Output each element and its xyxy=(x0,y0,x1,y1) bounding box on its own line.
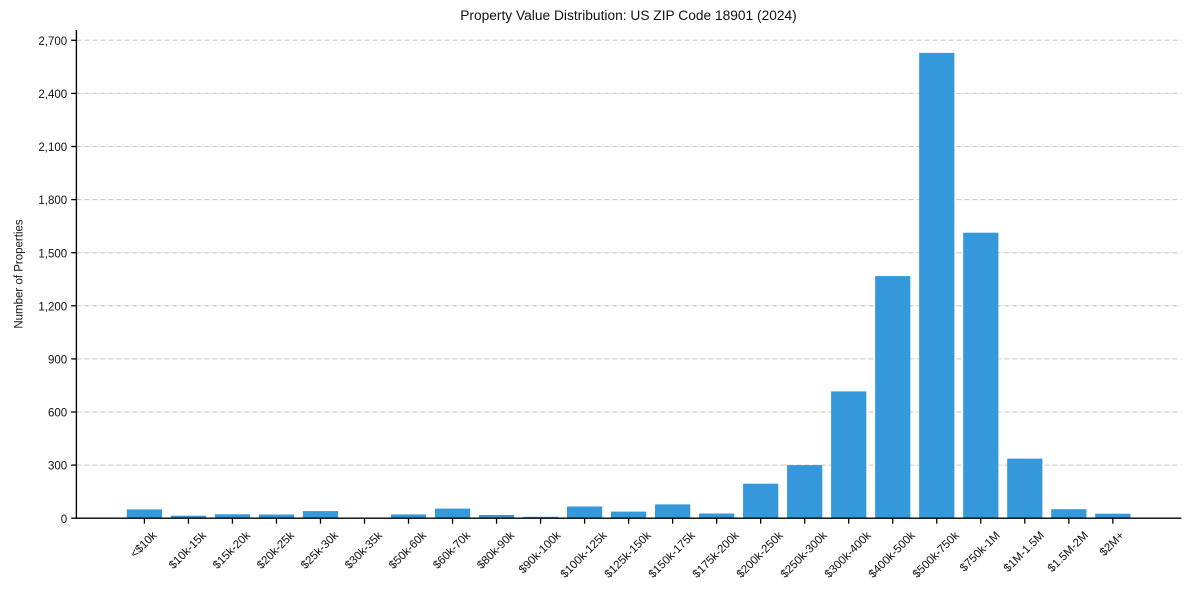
svg-text:1,800: 1,800 xyxy=(38,195,67,207)
svg-text:900: 900 xyxy=(48,355,67,367)
svg-text:1,200: 1,200 xyxy=(38,301,67,313)
svg-text:2,400: 2,400 xyxy=(38,89,67,101)
svg-text:Property Value Distribution: U: Property Value Distribution: US ZIP Code… xyxy=(460,8,797,23)
svg-text:2,100: 2,100 xyxy=(38,142,67,154)
svg-text:2,700: 2,700 xyxy=(38,36,67,48)
svg-text:600: 600 xyxy=(48,408,67,420)
svg-text:300: 300 xyxy=(48,461,67,473)
svg-text:Number of Properties: Number of Properties xyxy=(14,219,26,329)
svg-text:1,500: 1,500 xyxy=(38,248,67,260)
svg-text:0: 0 xyxy=(61,514,67,526)
